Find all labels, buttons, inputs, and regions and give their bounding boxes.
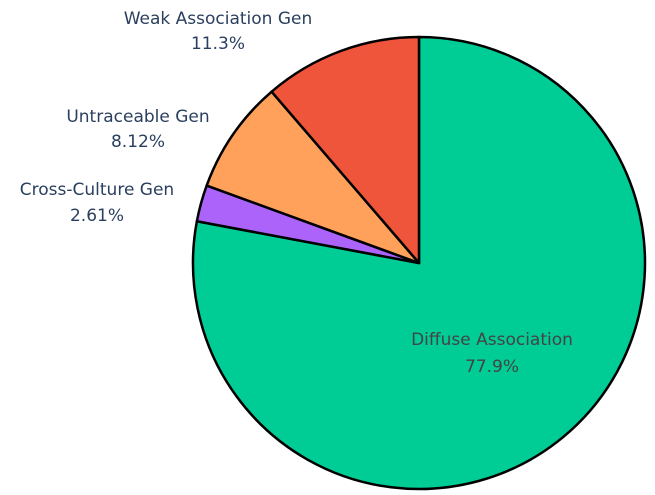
pie-slice-untraceable-gen	[205, 90, 421, 265]
slice-label-weak-association-gen: Weak Association Gen	[124, 9, 313, 29]
pie-slice-weak-association-gen	[270, 35, 421, 265]
labels-layer: Diffuse Association 77.9% Cross-Culture Ge…	[20, 9, 573, 377]
slices-layer	[191, 35, 647, 491]
slice-percent-weak-association-gen: 11.3%	[191, 34, 245, 54]
slice-label-untraceable-gen: Untraceable Gen	[66, 107, 209, 127]
slice-percent-diffuse-association: 77.9%	[465, 357, 519, 377]
slice-label-cross-culture-gen: Cross-Culture Gen	[20, 180, 174, 200]
slice-label-diffuse-association: Diffuse Association	[411, 330, 573, 350]
slice-percent-cross-culture-gen: 2.61%	[70, 206, 124, 226]
slice-percent-untraceable-gen: 8.12%	[111, 132, 165, 152]
